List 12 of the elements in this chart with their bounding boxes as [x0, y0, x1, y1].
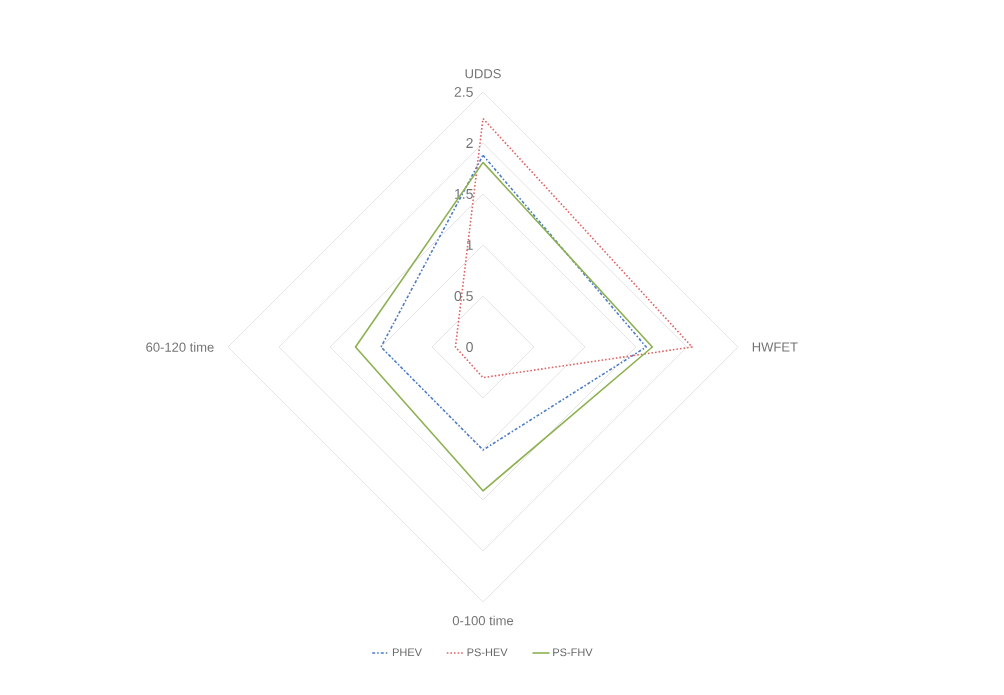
y-tick-label: 2.5: [454, 87, 473, 97]
spoke-label: 60-120 time: [146, 342, 214, 352]
legend-label: PHEV: [392, 648, 422, 657]
spoke-label: 0-100 time: [452, 615, 514, 626]
y-tick-label: 0: [466, 342, 473, 352]
legend-label: PS-FHV: [553, 648, 593, 657]
spoke-label: HWFET: [752, 342, 798, 352]
legend-label: PS-HEV: [467, 648, 508, 657]
y-tick-label: 1: [466, 240, 473, 250]
spoke-label: UDDS: [465, 69, 501, 79]
y-tick-label: 2: [466, 138, 473, 148]
y-tick-label: 0.5: [454, 291, 473, 301]
